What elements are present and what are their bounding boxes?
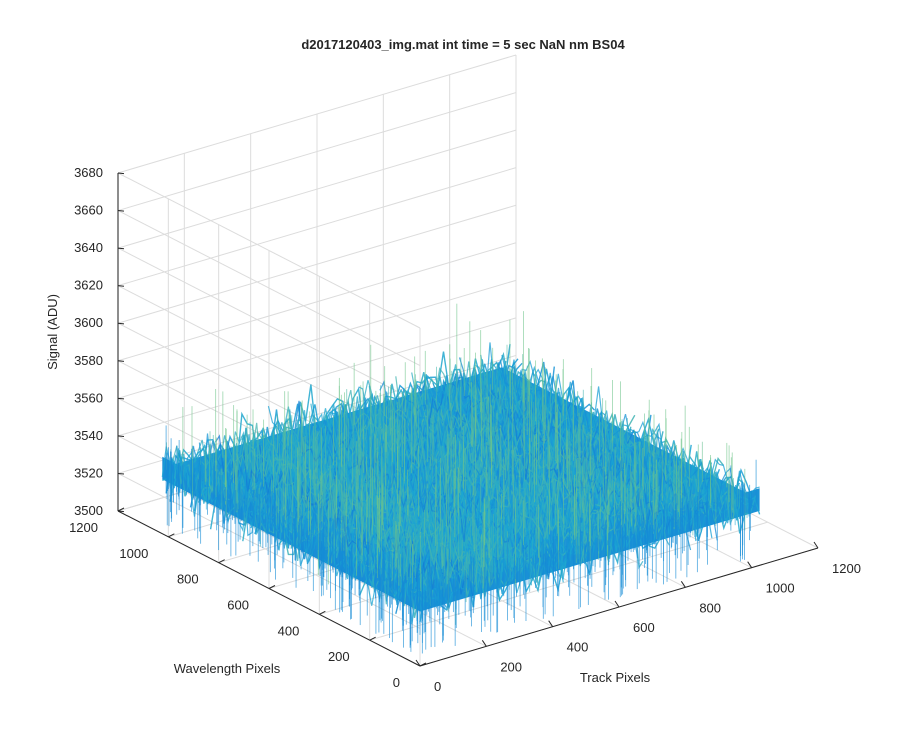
z-tick-label: 3640 [74,240,103,255]
x-tick-label: 400 [567,640,589,655]
y-tick-label: 800 [177,572,199,587]
y-tick-mark [319,610,326,615]
x-tick-mark [548,620,554,627]
y-tick-label: 1000 [119,546,148,561]
y-tick-label: 1200 [69,520,98,535]
y-tick-mark [117,507,125,512]
z-tick-label: 3620 [74,278,103,293]
axes-lines [117,172,819,667]
z-tick-label: 3680 [74,165,103,180]
x-tick-label: 1200 [832,561,861,576]
chart-title: d2017120403_img.mat int time = 5 sec NaN… [301,37,625,52]
x-tick-label: 800 [699,600,721,615]
x-tick-mark [813,541,819,549]
y-tick-label: 200 [328,649,350,664]
z-tick-mark [117,360,125,362]
z-tick-mark [117,285,125,287]
z-tick-label: 3600 [74,315,103,330]
z-tick-label: 3520 [74,465,103,480]
surface-strand [496,359,755,508]
tick-labels: 3500 3520 3540 3560 3580 3600 3620 3640 3660 3680… [69,165,861,694]
y-tick-mark [419,662,427,667]
z-tick-label: 3560 [74,390,103,405]
x-tick-mark [614,600,620,608]
surface-strand [347,399,607,554]
surface-strand [501,354,760,510]
y-axis-label: Wavelength Pixels [174,661,281,676]
y-tick-mark [369,636,376,641]
z-tick-mark [117,210,125,212]
z-tick-mark [117,397,125,400]
y-tick-label: 0 [393,675,400,690]
x-tick-mark [747,561,753,568]
z-tick-label: 3660 [74,203,103,218]
x-tick-mark [680,581,686,588]
z-tick-label: 3500 [74,503,103,518]
surface-strand [405,390,665,532]
x-tick-label: 0 [434,679,441,694]
x-tick-label: 1000 [766,581,795,596]
x-tick-mark [415,659,421,667]
z-tick-mark [117,472,125,475]
z-axis-label: Signal (ADU) [45,294,60,370]
x-axis-label: Track Pixels [580,670,651,685]
y-tick-mark [168,533,175,538]
x-tick-label: 600 [633,620,655,635]
y-tick-label: 400 [278,623,300,638]
y-tick-mark [218,559,225,564]
surface-strand [161,446,421,625]
signal-surface [161,303,761,654]
z-tick-mark [117,172,125,175]
y-tick-mark [268,585,276,589]
z-tick-mark [117,247,125,250]
z-tick-mark [117,435,125,437]
surface-strand [411,372,670,546]
x-tick-mark [481,640,487,647]
z-tick-mark [117,322,125,325]
z-tick-label: 3580 [74,353,103,368]
z-tick-mark [117,510,125,513]
z-tick-label: 3540 [74,428,103,443]
y-tick-label: 600 [227,598,249,613]
x-tick-label: 200 [500,659,522,674]
